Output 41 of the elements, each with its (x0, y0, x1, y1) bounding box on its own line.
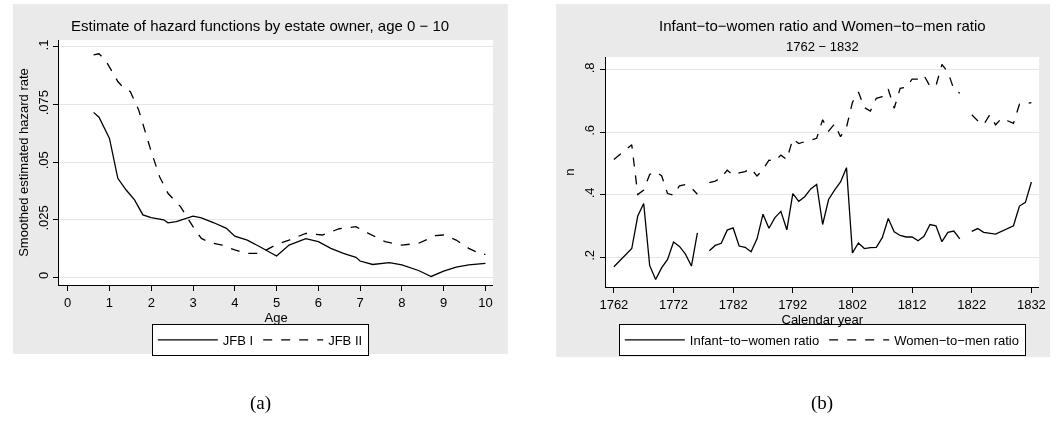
y-tick-label: .1 (36, 39, 52, 51)
x-tick-label: 1792 (778, 296, 808, 312)
x-tick-label: 0 (64, 294, 72, 310)
x-tick-label: 7 (356, 294, 364, 310)
text: (b) (811, 392, 834, 414)
y-tick-label: .4 (582, 187, 598, 199)
x-tick-label: 1762 (599, 296, 629, 312)
y-tick-label: 0 (36, 271, 52, 280)
x-tick-label: 1832 (1016, 296, 1046, 312)
legend-label: JFB I (222, 333, 254, 349)
x-tick-label: 1812 (897, 296, 927, 312)
x-tick-label: 1 (105, 294, 114, 310)
x-tick-label: 1772 (659, 296, 688, 312)
x-tick-label: 6 (314, 294, 322, 310)
x-tick-label: 8 (398, 294, 406, 310)
x-tick-label: 1802 (837, 296, 867, 312)
chart-title: Infant−to−women ratio and Women−to−men ratio (659, 17, 986, 34)
y-tick-label: .025 (36, 205, 52, 231)
x-tick-label: 10 (478, 294, 493, 310)
y-axis-title: n (562, 168, 578, 176)
y-axis-title: Smoothed estimated hazard rate (16, 68, 32, 257)
x-tick-label: 4 (231, 294, 239, 310)
y-tick-label: .8 (582, 62, 598, 74)
x-tick-label: 9 (440, 294, 448, 310)
y-tick-label: .075 (36, 89, 52, 116)
chart-subtitle: 1762 − 1832 (786, 39, 859, 54)
x-axis-title: Age (264, 309, 288, 325)
legend-label: Women−to−men ratio (894, 333, 1019, 349)
legend-label: Infant−to−women ratio (689, 333, 820, 349)
x-tick-label: 1822 (957, 296, 987, 312)
x-tick-label: 2 (147, 294, 155, 310)
text: (a) (250, 392, 272, 414)
x-tick-label: 5 (272, 294, 281, 310)
chart-title: Estimate of hazard functions by estate owner, age 0 − 10 (71, 17, 450, 34)
x-tick-label: 3 (189, 294, 197, 310)
x-axis-title: Calendar year (781, 311, 864, 327)
y-tick-label: .2 (582, 249, 598, 261)
y-tick-label: .6 (582, 124, 598, 136)
y-tick-label: .05 (36, 151, 52, 170)
x-tick-label: 1782 (718, 296, 748, 312)
legend-label: JFB II (328, 333, 363, 349)
